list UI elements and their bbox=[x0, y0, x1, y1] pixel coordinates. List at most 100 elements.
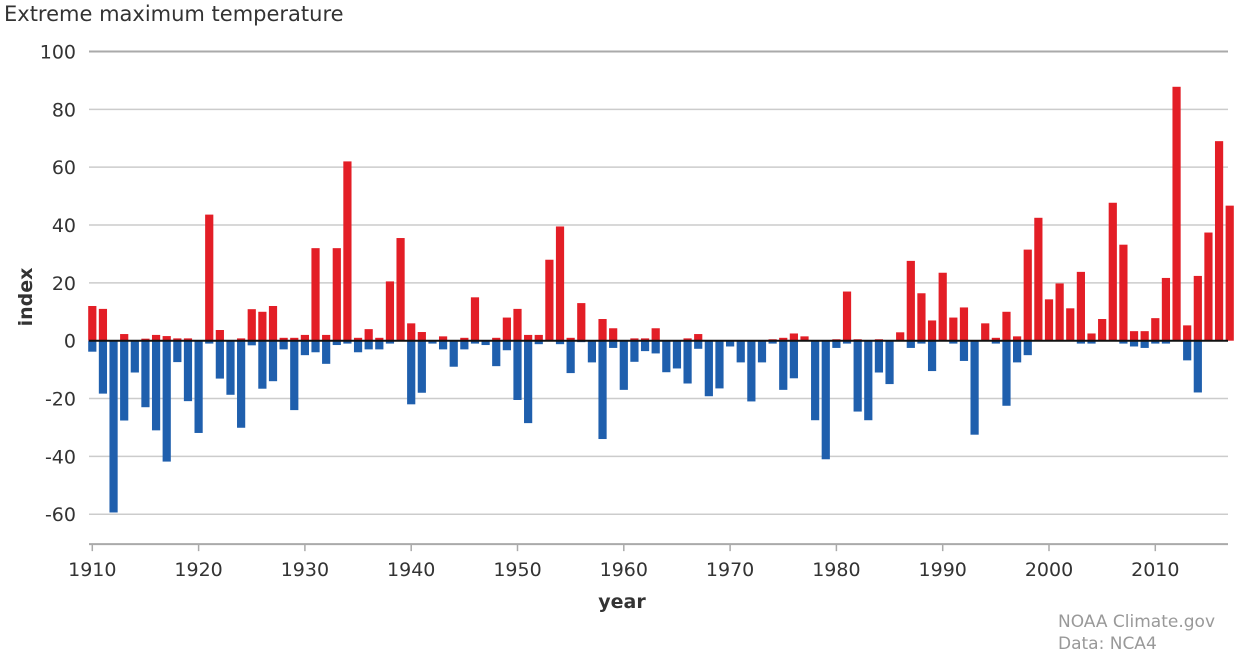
bar-negative-1969 bbox=[715, 340, 724, 389]
x-axis-label: year bbox=[598, 591, 646, 613]
bar-negative-1955 bbox=[566, 340, 575, 374]
y-axis-ticks: 100 80 60 40 20 0 -20 -40 -60 bbox=[40, 42, 76, 527]
bar-negative-1938 bbox=[385, 340, 395, 344]
bar-negative-1972 bbox=[747, 340, 756, 402]
bar-negative-1996 bbox=[1002, 340, 1011, 406]
bar-negative-1946 bbox=[470, 340, 480, 344]
bar-positive-1954 bbox=[555, 226, 565, 341]
bar-positive-1992 bbox=[959, 307, 969, 341]
bar-negative-1931 bbox=[311, 340, 320, 353]
x-tick-label: 2010 bbox=[1131, 559, 1179, 581]
y-tick-label: 20 bbox=[52, 273, 76, 295]
bar-positive-1967 bbox=[694, 334, 703, 341]
bar-positive-1916 bbox=[151, 334, 161, 341]
bar-negative-1921 bbox=[205, 340, 214, 344]
bar-negative-1934 bbox=[343, 340, 352, 344]
bar-negative-1930 bbox=[300, 340, 309, 356]
bar-negative-1941 bbox=[417, 340, 426, 393]
y-tick-label: -60 bbox=[45, 504, 76, 526]
bar-positive-1952 bbox=[534, 334, 543, 341]
bar-positive-2013 bbox=[1183, 325, 1192, 341]
bar-positive-1937 bbox=[375, 337, 384, 341]
bar-negative-1940 bbox=[407, 340, 416, 405]
bar-positive-1931 bbox=[311, 248, 320, 341]
bar-negative-1965 bbox=[672, 340, 682, 369]
bar-positive-2016 bbox=[1214, 141, 1224, 341]
bar-positive-1945 bbox=[460, 337, 469, 341]
bar-positive-1941 bbox=[417, 332, 426, 341]
bars bbox=[88, 86, 1234, 513]
bar-negative-2010 bbox=[1151, 340, 1160, 344]
bar-positive-1951 bbox=[524, 334, 533, 341]
bar-positive-1956 bbox=[577, 303, 586, 341]
bar-negative-1958 bbox=[598, 340, 607, 440]
bar-positive-1981 bbox=[842, 291, 852, 341]
bar-positive-2012 bbox=[1172, 86, 1181, 341]
bar-negative-1912 bbox=[109, 340, 118, 513]
bar-positive-1989 bbox=[927, 320, 937, 341]
bar-negative-1964 bbox=[662, 340, 671, 373]
bar-positive-2005 bbox=[1098, 319, 1107, 341]
bar-negative-2011 bbox=[1161, 340, 1171, 344]
bar-negative-1945 bbox=[460, 340, 469, 350]
data-credit: Data: NCA4 bbox=[1058, 634, 1157, 654]
bar-negative-1980 bbox=[832, 340, 841, 348]
bar-positive-1996 bbox=[1002, 311, 1011, 341]
bar-negative-1954 bbox=[555, 340, 565, 345]
bar-positive-1915 bbox=[141, 338, 150, 341]
bar-negative-1922 bbox=[215, 340, 224, 379]
bar-positive-2006 bbox=[1108, 202, 1117, 341]
bar-positive-2002 bbox=[1066, 308, 1075, 341]
bar-negative-1966 bbox=[683, 340, 692, 384]
bar-negative-2007 bbox=[1119, 340, 1128, 344]
bar-positive-1976 bbox=[789, 333, 798, 341]
bar-positive-2010 bbox=[1151, 318, 1160, 341]
bar-negative-1960 bbox=[619, 340, 628, 390]
bar-negative-1988 bbox=[917, 340, 926, 344]
bar-negative-1993 bbox=[970, 340, 979, 435]
y-axis-label: index bbox=[15, 268, 37, 327]
bar-positive-1966 bbox=[683, 338, 692, 341]
bar-negative-1914 bbox=[130, 340, 139, 373]
bar-positive-1921 bbox=[205, 214, 214, 341]
chart-title: Extreme maximum temperature bbox=[4, 2, 344, 26]
bar-positive-1939 bbox=[396, 238, 405, 341]
bar-positive-1918 bbox=[173, 338, 182, 341]
x-axis: 1910 1920 1930 1940 1950 1960 1970 1980 1990 2000… bbox=[68, 543, 1228, 581]
bar-positive-1991 bbox=[949, 317, 958, 341]
bar-negative-1979 bbox=[821, 340, 830, 460]
bar-positive-1962 bbox=[640, 338, 650, 341]
bar-positive-1949 bbox=[502, 317, 511, 341]
bar-positive-1977 bbox=[800, 336, 809, 341]
bar-negative-1927 bbox=[268, 340, 278, 382]
bar-negative-2013 bbox=[1183, 340, 1192, 361]
y-tick-label: 40 bbox=[52, 215, 76, 237]
bar-positive-1910 bbox=[88, 305, 97, 341]
bar-negative-2003 bbox=[1076, 340, 1085, 344]
x-tick-label: 1920 bbox=[174, 559, 222, 581]
bar-positive-1948 bbox=[492, 337, 501, 341]
y-tick-label: -40 bbox=[45, 446, 76, 468]
bar-positive-1998 bbox=[1023, 249, 1032, 341]
bar-positive-2014 bbox=[1193, 275, 1202, 341]
y-tick-label: 0 bbox=[64, 331, 76, 353]
bar-positive-1943 bbox=[438, 336, 448, 341]
bar-positive-1990 bbox=[938, 272, 947, 341]
bar-negative-1962 bbox=[640, 340, 650, 352]
bar-positive-2017 bbox=[1225, 205, 1234, 341]
bar-negative-1917 bbox=[162, 340, 171, 462]
bar-negative-1916 bbox=[151, 340, 161, 431]
bar-negative-1944 bbox=[449, 340, 458, 367]
bar-positive-1994 bbox=[981, 323, 990, 341]
bar-positive-1995 bbox=[991, 337, 1000, 341]
bar-negative-1961 bbox=[630, 340, 639, 362]
bar-negative-1978 bbox=[811, 340, 820, 421]
bar-negative-1992 bbox=[959, 340, 969, 361]
bar-negative-1924 bbox=[237, 340, 246, 428]
bar-negative-1997 bbox=[1013, 340, 1022, 363]
bar-positive-1911 bbox=[98, 308, 108, 341]
bar-negative-1987 bbox=[906, 340, 915, 348]
bar-negative-1926 bbox=[258, 340, 267, 389]
bar-negative-1970 bbox=[726, 340, 735, 347]
bar-negative-1984 bbox=[874, 340, 884, 373]
